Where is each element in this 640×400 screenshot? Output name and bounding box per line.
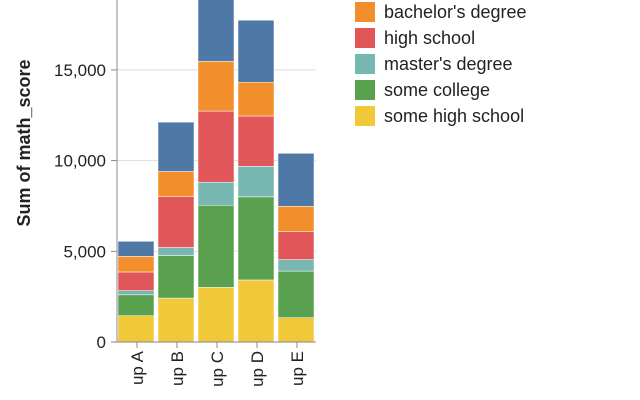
bars	[117, 0, 315, 343]
y-axis-ticks: 0 5,000 10,000 15,000	[54, 61, 117, 352]
bar-segment	[117, 271, 155, 291]
bar-segment	[237, 81, 275, 117]
bar-segment	[237, 196, 275, 281]
y-tick-label: 10,000	[54, 152, 106, 171]
bar-segment	[157, 121, 195, 172]
y-axis-title: Sum of math_score	[14, 59, 34, 226]
legend-label: high school	[384, 28, 475, 48]
x-axis-ticks: up A up B up C up D up E	[128, 342, 307, 387]
bar-segment	[117, 290, 155, 296]
x-tick-label: up B	[168, 351, 187, 386]
x-tick-label: up C	[208, 351, 227, 387]
bar-segment	[157, 255, 195, 299]
bar-segment	[277, 270, 315, 318]
legend: bachelor's degree high school master's deg…	[355, 2, 527, 126]
legend-swatch	[355, 54, 375, 74]
bar-segment	[197, 110, 235, 183]
bar-segment	[277, 206, 315, 232]
y-tick-label: 15,000	[54, 61, 106, 80]
legend-label: bachelor's degree	[384, 2, 527, 22]
legend-label: some high school	[384, 106, 524, 126]
bar-segment	[197, 61, 235, 112]
x-tick-label: up D	[248, 351, 267, 387]
bar-segment	[157, 247, 195, 256]
bar-segment	[117, 256, 155, 273]
bar-segment	[277, 317, 315, 343]
bar-segment	[277, 153, 315, 207]
bar-segment	[117, 315, 155, 343]
legend-label: master's degree	[384, 54, 513, 74]
bar-segment	[157, 297, 195, 343]
legend-swatch	[355, 106, 375, 126]
legend-swatch	[355, 80, 375, 100]
y-tick-label: 5,000	[63, 242, 106, 261]
y-tick-label: 0	[97, 333, 106, 352]
bar-segment	[197, 204, 235, 288]
bar-segment	[197, 287, 235, 343]
bar-segment	[237, 166, 275, 198]
bar-segment	[197, 0, 235, 62]
bar-segment	[117, 294, 155, 316]
x-tick-label: up A	[128, 350, 147, 385]
bar-segment	[117, 241, 155, 257]
bar-segment	[157, 171, 195, 197]
bar-segment	[237, 19, 275, 83]
x-tick-label: up E	[288, 351, 307, 386]
legend-label: some college	[384, 80, 490, 100]
bar-segment	[237, 279, 275, 343]
bar-segment	[157, 196, 195, 248]
bar-segment	[237, 115, 275, 167]
legend-swatch	[355, 2, 375, 22]
legend-swatch	[355, 28, 375, 48]
bar-segment	[277, 231, 315, 260]
bar-segment	[197, 181, 235, 206]
bar-segment	[277, 259, 315, 272]
